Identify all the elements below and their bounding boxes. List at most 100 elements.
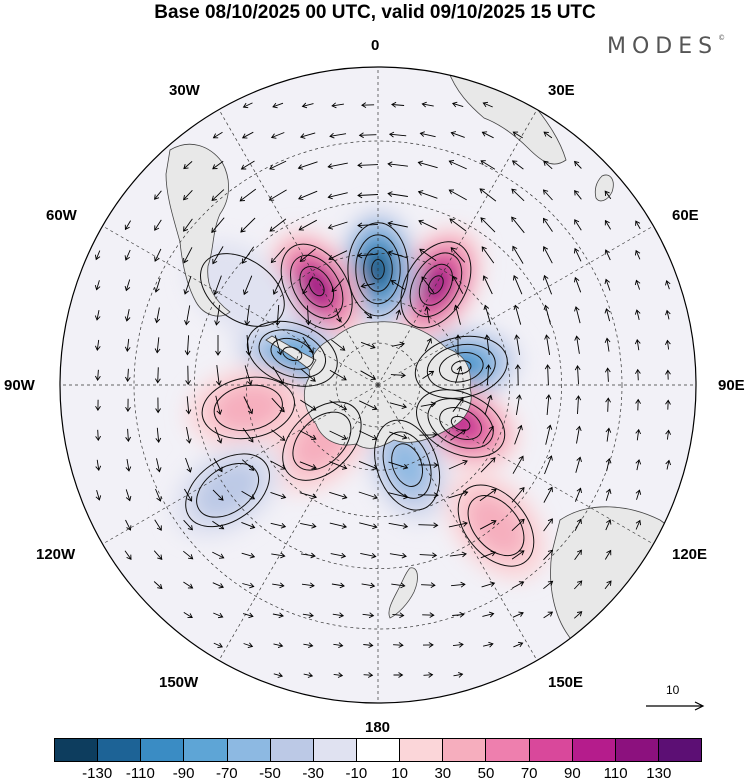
wind-vector	[299, 248, 316, 262]
wind-vector	[448, 189, 467, 201]
wind-vector	[422, 612, 435, 618]
wind-vector	[453, 304, 461, 325]
wind-vector	[297, 161, 318, 170]
wind-vector	[357, 252, 379, 259]
contour-ring	[450, 415, 471, 432]
wind-vector	[183, 218, 193, 232]
wind-vector	[240, 217, 256, 233]
madagascar	[594, 174, 614, 202]
wind-vector	[125, 428, 131, 442]
colorbar-tick-label: -70	[215, 765, 238, 782]
wind-vector	[212, 520, 225, 530]
colorbar-swatch	[227, 739, 271, 761]
wind-vector	[421, 101, 434, 108]
colorbar-swatch	[486, 739, 530, 761]
wind-vector	[215, 395, 223, 416]
wind-vector	[387, 250, 408, 259]
wind-vector	[574, 219, 582, 231]
lon-label-120e: 120E	[672, 546, 708, 563]
wind-vector	[95, 459, 102, 472]
wind-vector	[482, 101, 493, 108]
wind-vector	[482, 611, 495, 618]
meridian-line	[377, 384, 538, 661]
wind-vector	[94, 310, 101, 321]
wind-vector	[300, 522, 317, 529]
wind-vector	[329, 491, 348, 500]
wind-vector	[244, 365, 253, 386]
lon-label-90e: 90E	[718, 377, 745, 394]
wind-vector	[241, 246, 255, 264]
wind-vector	[299, 430, 317, 440]
wind-vector	[604, 219, 611, 230]
wind-vector	[448, 521, 468, 528]
wind-vector	[244, 305, 251, 326]
wind-vector	[184, 305, 191, 326]
contour-ring	[289, 254, 344, 319]
wind-vector	[242, 275, 253, 296]
wind-vector	[574, 611, 583, 619]
wind-vector	[421, 276, 435, 294]
colorbar-tick-label: 130	[646, 765, 672, 782]
wind-vector	[665, 369, 671, 380]
wind-vector	[299, 132, 316, 139]
wind-vector	[634, 279, 641, 290]
wind-vector	[125, 519, 132, 531]
lon-label-150w: 150W	[159, 674, 199, 691]
wind-vector	[335, 308, 342, 323]
wind-vector	[184, 488, 193, 502]
wind-vector	[418, 462, 439, 468]
wind-vector	[419, 248, 437, 262]
wind-vector	[544, 334, 551, 355]
wind-vector	[154, 519, 162, 531]
wind-vector	[125, 368, 131, 383]
wind-vector	[183, 161, 193, 170]
wind-vector	[512, 455, 524, 474]
wind-vector	[357, 162, 379, 169]
wind-vector	[512, 581, 525, 589]
wind-vector	[480, 217, 496, 233]
wind-vector	[455, 365, 463, 384]
wind-vector	[241, 131, 254, 139]
colorbar-tick-label: 50	[477, 765, 495, 782]
wind-vector	[543, 518, 553, 532]
wind-vector	[512, 611, 524, 618]
wind-vector	[573, 580, 583, 590]
wind-vector	[272, 275, 283, 295]
wind-vector	[451, 581, 466, 588]
contour-ring	[409, 252, 463, 318]
wind-vector	[332, 612, 345, 619]
wind-vector	[604, 580, 612, 590]
wind-vector	[604, 367, 611, 382]
wind-vector	[664, 339, 671, 350]
logo-text: MODES	[607, 34, 719, 59]
wind-vector	[154, 219, 162, 231]
contour-ring	[355, 234, 401, 305]
wind-vector	[485, 364, 492, 386]
wind-vector	[360, 552, 377, 559]
wind-vector	[268, 189, 287, 201]
wind-vector	[483, 304, 492, 325]
contour-ring	[196, 462, 260, 518]
wind-vector	[243, 642, 254, 649]
wind-vector	[243, 396, 254, 415]
wind-vector	[269, 218, 287, 232]
wind-vector	[452, 641, 464, 648]
wind-vector	[300, 552, 316, 559]
colorbar-tick-label: -110	[125, 765, 155, 782]
wind-vector	[95, 489, 102, 501]
wind-vector	[665, 279, 671, 290]
wind-vector	[479, 488, 497, 502]
lon-label-0: 0	[371, 37, 380, 54]
colorbar-swatch	[313, 739, 357, 761]
wind-vector	[271, 429, 286, 441]
wind-vector	[449, 218, 467, 232]
wind-vector	[392, 612, 405, 619]
lon-label-30e: 30E	[548, 82, 575, 99]
wind-vector	[604, 337, 611, 352]
wind-vector	[331, 582, 345, 589]
lon-label-60w: 60W	[46, 207, 77, 224]
wind-vector	[388, 522, 409, 529]
wind-vector	[155, 397, 161, 414]
contour-ring	[415, 389, 506, 458]
wind-vector	[450, 429, 467, 441]
